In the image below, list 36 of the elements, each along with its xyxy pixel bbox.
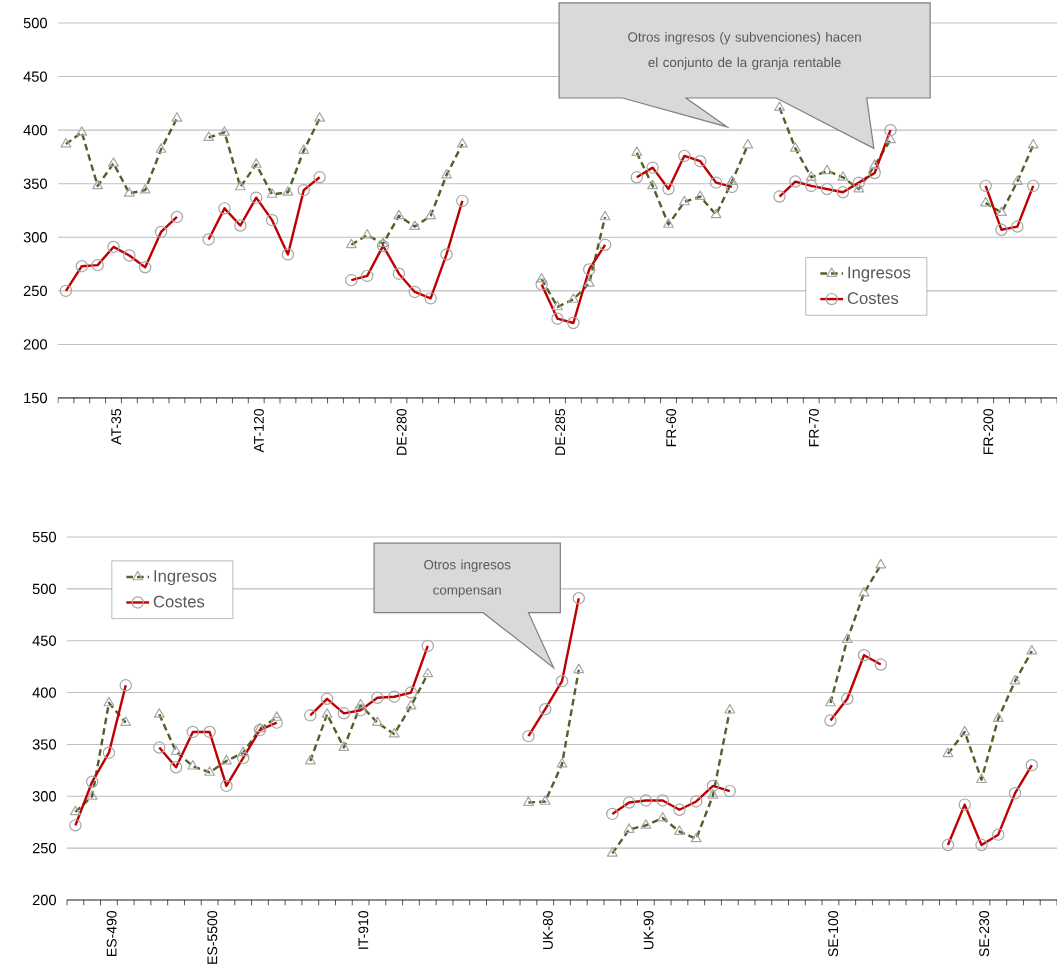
y-tick-label: 200	[32, 894, 57, 906]
legend-label: Ingresos	[848, 266, 911, 282]
annotation: Otros ingresos compensan	[424, 559, 511, 598]
annotation: Otros ingresos (y subvenciones) hacen el conjunto de la granja rentable	[628, 31, 861, 70]
x-tick-label: FR-70	[808, 408, 819, 447]
y-tick-label: 250	[23, 285, 48, 297]
x-tick-label: ES-490	[106, 910, 117, 956]
x-tick-label: FR-60	[666, 408, 677, 447]
y-tick-label: 550	[32, 531, 57, 543]
y-tick-label: 250	[32, 842, 57, 854]
x-tick-label: AT-120	[253, 408, 264, 453]
y-tick-label: 450	[23, 71, 48, 82]
y-tick-label: 200	[23, 339, 48, 350]
x-tick-label: FR-200	[983, 408, 994, 454]
legend-label: Ingresos	[154, 570, 217, 586]
x-tick-label: SE-230	[979, 910, 990, 957]
x-tick-label: UK-80	[542, 910, 553, 949]
x-tick-label: DE-285	[555, 409, 566, 455]
y-tick-label: 400	[23, 124, 48, 136]
x-tick-label: AT-35	[111, 408, 122, 445]
y-tick-label: 350	[23, 178, 48, 189]
y-tick-label: 400	[32, 687, 57, 698]
x-tick-label: ES-5500	[207, 910, 218, 964]
y-tick-label: 300	[32, 791, 57, 802]
y-tick-label: 450	[32, 635, 57, 646]
y-tick-label: 150	[24, 392, 48, 404]
y-tick-label: 500	[32, 583, 57, 595]
x-tick-label: DE-280	[396, 408, 407, 455]
legend-label: Costes	[847, 292, 899, 305]
y-tick-label: 350	[32, 739, 57, 750]
legend-label: Costes	[153, 595, 205, 608]
y-tick-label: 500	[23, 17, 48, 29]
y-tick-label: 300	[23, 232, 48, 243]
x-tick-label: IT-910	[358, 910, 369, 949]
x-tick-label: SE-100	[828, 910, 839, 957]
x-tick-label: UK-90	[643, 910, 654, 949]
